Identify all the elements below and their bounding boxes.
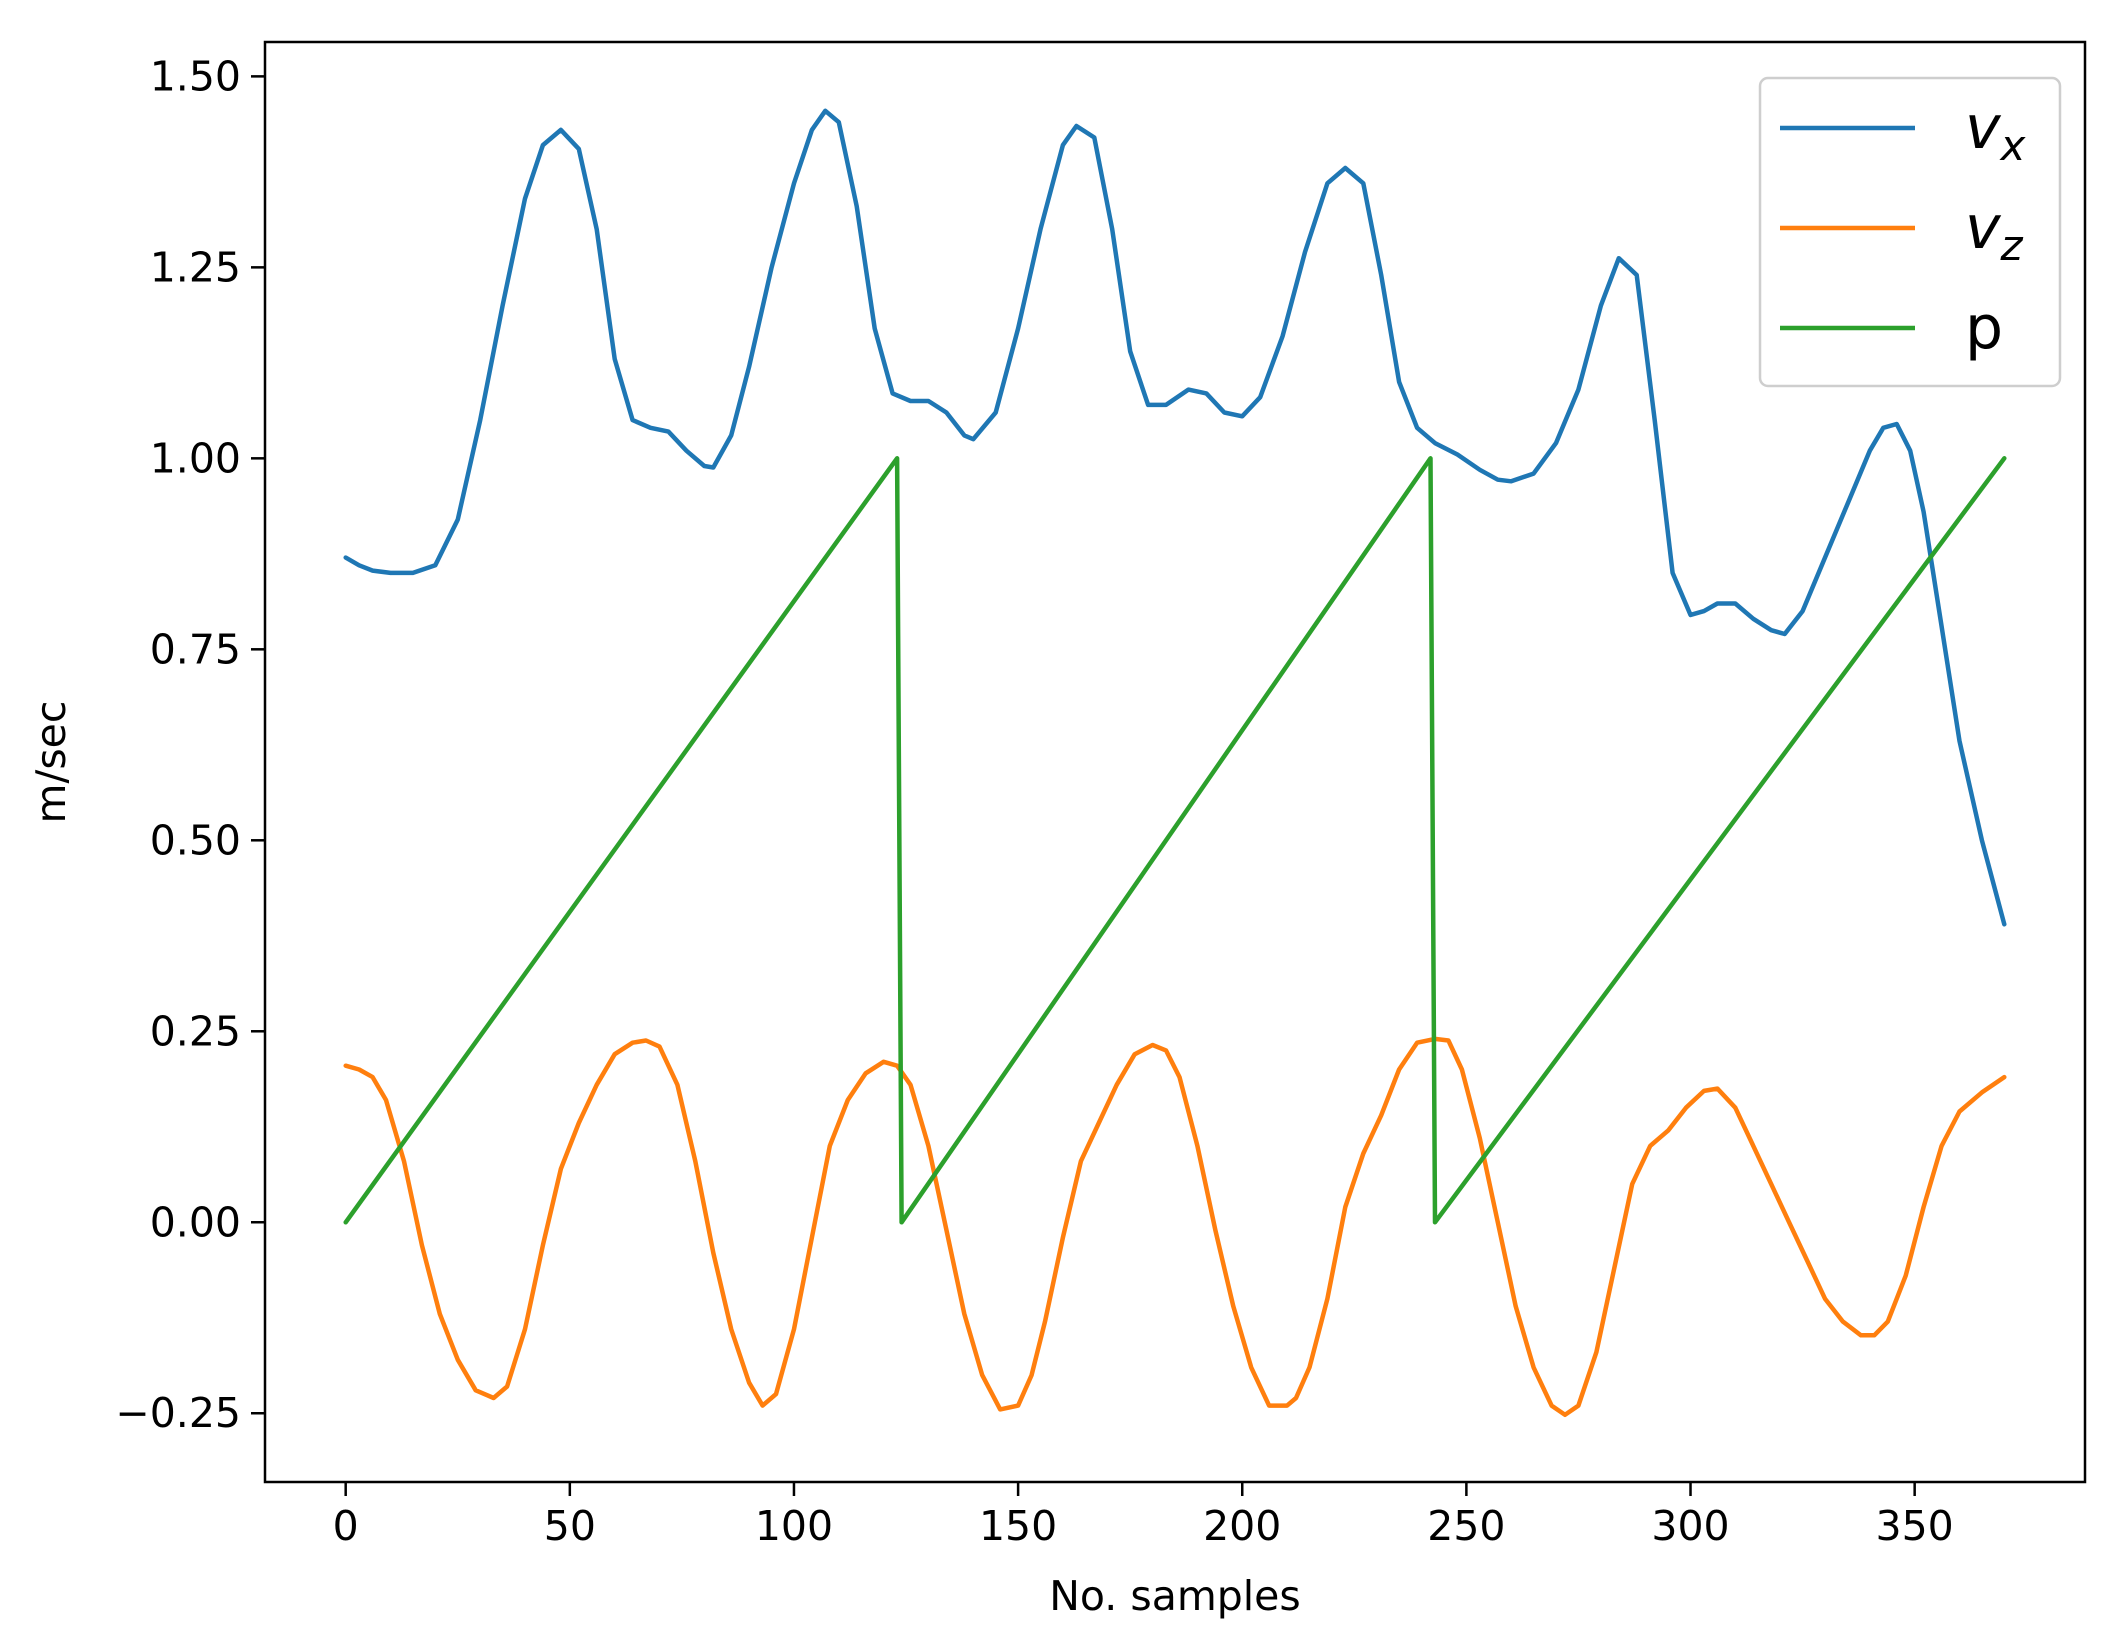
legend-frame [1758, 76, 2062, 388]
legend-label-v-x: vx [1965, 93, 2027, 170]
x-tick-label: 350 [1876, 1502, 1954, 1550]
legend-label-v-z: vz [1965, 193, 2024, 270]
x-tick-label: 150 [979, 1502, 1057, 1550]
x-tick-label: 300 [1651, 1502, 1729, 1550]
y-tick-label: 1.00 [150, 434, 241, 482]
legend: vx vz p [1758, 76, 2062, 388]
y-tick-label: 0.25 [150, 1007, 241, 1055]
y-tick-label: 0.50 [150, 816, 241, 864]
y-tick-label: −0.25 [115, 1389, 241, 1437]
y-tick-label: 0.75 [150, 625, 241, 673]
plot-frame [263, 40, 2087, 1484]
x-tick-label: 200 [1203, 1502, 1281, 1550]
x-tick-label: 50 [544, 1502, 596, 1550]
series-layer [343, 108, 2007, 1418]
x-axis-label: No. samples [1049, 1572, 1301, 1620]
x-tick-label: 0 [333, 1502, 359, 1550]
y-axis-label: m/sec [27, 701, 75, 824]
series-line-v-z [343, 1036, 2007, 1418]
y-tick-label: 0.00 [150, 1198, 241, 1246]
y-axis-ticks: −0.25 0.00 0.25 0.50 0.75 1.00 1.25 1.50 [115, 52, 265, 1437]
series-line-v-x [343, 108, 2007, 927]
y-tick-label: 1.50 [150, 52, 241, 100]
legend-label-p: p [1965, 293, 2003, 363]
x-tick-label: 100 [755, 1502, 833, 1550]
y-tick-label: 1.25 [150, 243, 241, 291]
x-axis-ticks: 0 50 100 150 200 250 300 350 [333, 1482, 1954, 1550]
x-tick-label: 250 [1427, 1502, 1505, 1550]
series-line-p [343, 456, 2007, 1225]
legend-entries: vx vz p [1780, 93, 2027, 363]
